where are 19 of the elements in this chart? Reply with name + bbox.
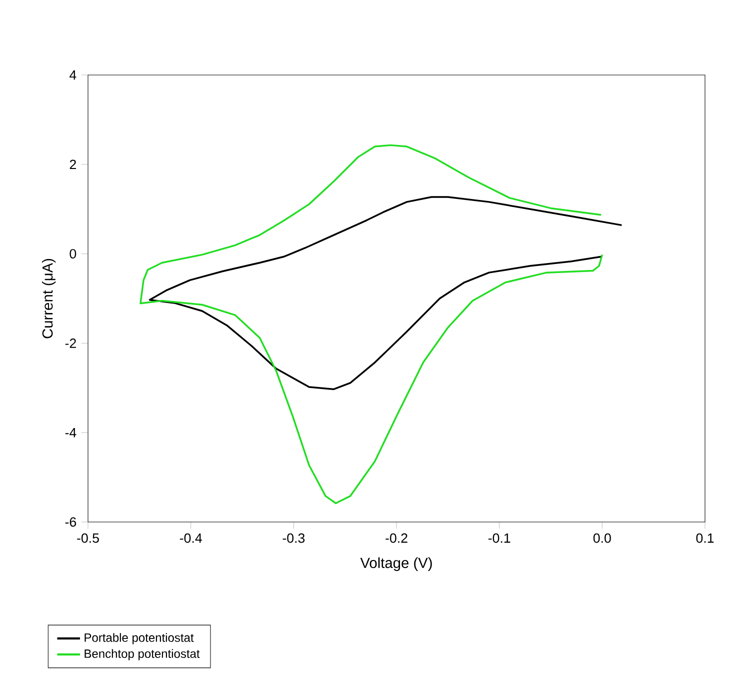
y-tick-label: -2 <box>65 338 76 348</box>
x-axis-title: Voltage (V) <box>360 557 432 571</box>
legend-label: Portable potentiostat <box>84 633 194 644</box>
line-series <box>148 196 623 390</box>
y-tick-label: -6 <box>65 517 76 527</box>
x-tick-label: -0.2 <box>386 533 408 543</box>
x-tick-label: -0.4 <box>180 533 202 543</box>
x-tick-label: 0.1 <box>696 533 714 543</box>
x-tick-label: -0.1 <box>488 533 510 543</box>
x-tick-label: 0.0 <box>593 533 611 543</box>
y-tick-label: 2 <box>70 160 76 170</box>
y-tick-label: 0 <box>70 249 76 259</box>
line-series <box>140 144 604 504</box>
legend-label: Benchtop potentiostat <box>84 649 200 660</box>
y-tick-label: -4 <box>65 428 76 438</box>
y-axis-title: Current (μA) <box>42 258 56 338</box>
y-tick-label: 4 <box>70 70 76 80</box>
x-tick-label: -0.3 <box>282 533 305 543</box>
x-tick-label: -0.5 <box>77 533 99 543</box>
